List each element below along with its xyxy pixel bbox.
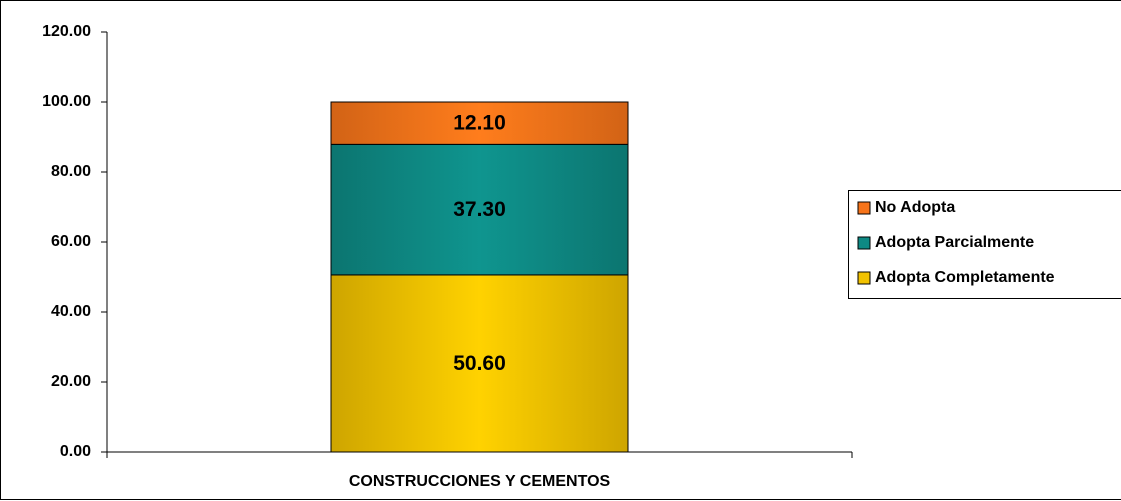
y-tick-label: 0.00 bbox=[60, 443, 91, 460]
legend-swatch bbox=[857, 236, 871, 250]
data-label: 37.30 bbox=[453, 198, 506, 221]
bar-segment bbox=[330, 143, 629, 276]
legend-label: Adopta Parcialmente bbox=[875, 234, 1034, 251]
y-tick-label: 20.00 bbox=[51, 373, 91, 390]
bar-segment bbox=[330, 101, 629, 145]
data-label: 12.10 bbox=[453, 112, 506, 135]
bar-segment bbox=[330, 274, 629, 453]
legend-swatch bbox=[857, 201, 871, 215]
legend-label: Adopta Completamente bbox=[875, 269, 1055, 286]
legend-swatch bbox=[857, 271, 871, 285]
data-label: 50.60 bbox=[453, 352, 506, 375]
legend-box bbox=[848, 190, 1121, 299]
x-tick-label: CONSTRUCCIONES Y CEMENTOS bbox=[349, 473, 611, 490]
y-tick-label: 120.00 bbox=[42, 23, 91, 40]
y-tick-label: 80.00 bbox=[51, 163, 91, 180]
y-tick-label: 40.00 bbox=[51, 303, 91, 320]
legend-label: No Adopta bbox=[875, 199, 955, 216]
y-tick-label: 100.00 bbox=[42, 93, 91, 110]
y-tick-label: 60.00 bbox=[51, 233, 91, 250]
